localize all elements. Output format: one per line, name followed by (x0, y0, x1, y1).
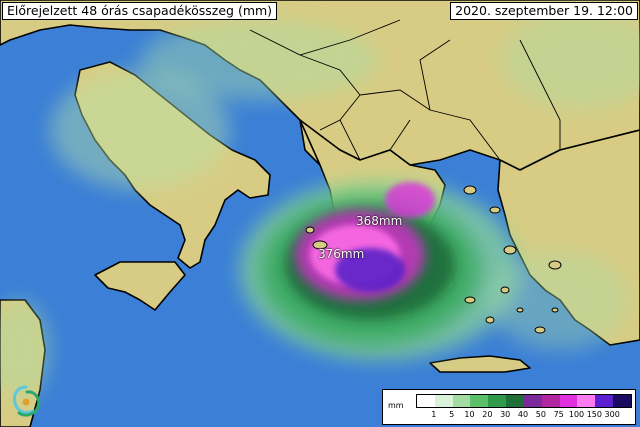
logo-icon (13, 385, 41, 417)
legend-swatch (559, 395, 578, 407)
legend-swatch (595, 395, 614, 407)
borders (249, 19, 561, 161)
legend-tick-label: 40 (517, 410, 529, 419)
legend-tick-label: 5 (449, 410, 455, 419)
legend-tick-label: 100 (568, 410, 585, 419)
legend-tick-label: 75 (553, 410, 564, 419)
legend-unit: mm (388, 401, 404, 410)
islands (305, 185, 562, 334)
legend-swatch (541, 395, 560, 407)
legend-swatch (577, 395, 596, 407)
legend-swatch (523, 395, 542, 407)
color-legend: mm 1 5 10 20 30 40 50 75 100 150 300 (382, 389, 636, 425)
legend-tick-label: 20 (482, 410, 493, 419)
legend-swatch (434, 395, 453, 407)
max-value-label-376: 376mm (318, 247, 365, 261)
legend-tick-label: 10 (464, 410, 475, 419)
precipitation-layers (0, 10, 640, 400)
legend-swatch (506, 395, 524, 407)
max-value-label-368: 368mm (356, 214, 403, 228)
legend-tick-label: 30 (500, 410, 511, 419)
legend-swatch (452, 395, 471, 407)
legend-swatch (417, 395, 435, 407)
forecast-datetime: 2020. szeptember 19. 12:00 (450, 2, 638, 20)
map-title: Előrejelzett 48 órás csapadékösszeg (mm) (2, 2, 278, 20)
legend-tick-label: 1 (431, 410, 437, 419)
legend-color-bar (416, 394, 632, 408)
legend-swatch (470, 395, 489, 407)
legend-ticks: 1 5 10 20 30 40 50 75 100 150 300 (416, 410, 632, 422)
legend-tick-label: 300 (604, 410, 620, 419)
legend-tick-label: 50 (535, 410, 546, 419)
legend-tick-label: 150 (586, 410, 602, 419)
legend-swatch (488, 395, 507, 407)
legend-swatch (613, 395, 631, 407)
